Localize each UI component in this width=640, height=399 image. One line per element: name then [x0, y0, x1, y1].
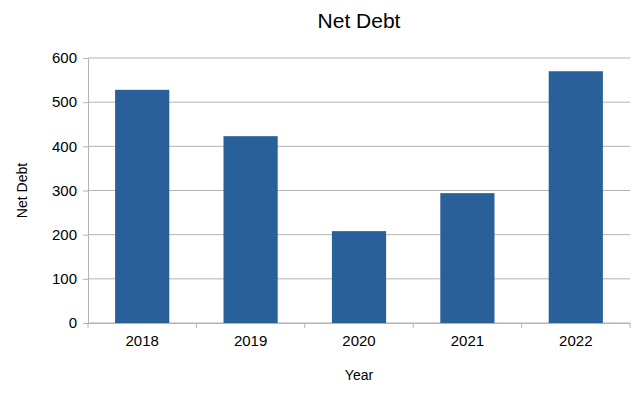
y-tick-mark — [83, 191, 88, 192]
bar — [440, 193, 494, 323]
y-tick: 100 — [52, 270, 88, 287]
x-tick: 2018 — [126, 323, 159, 349]
y-tick: 500 — [52, 93, 88, 110]
x-tick-label: 2019 — [234, 332, 267, 349]
grid-line — [88, 58, 630, 59]
y-tick-label: 600 — [52, 49, 77, 66]
y-tick-mark — [83, 146, 88, 147]
y-tick: 200 — [52, 226, 88, 243]
x-tick-label: 2022 — [559, 332, 592, 349]
bar — [549, 71, 603, 323]
x-separator — [521, 323, 522, 328]
x-axis-title: Year — [345, 367, 374, 383]
plot-area: 0 100 200 300 400 500 600 2018 2019 2020 2021 2022 — [52, 49, 631, 348]
x-tick: 2019 — [234, 323, 267, 349]
x-separators — [88, 323, 630, 328]
x-tick: 2021 — [451, 323, 484, 349]
x-separator — [630, 323, 631, 328]
x-axis-line — [89, 323, 631, 324]
y-tick: 0 — [69, 314, 88, 331]
bar — [224, 136, 278, 323]
x-tick: 2020 — [342, 323, 375, 349]
x-tick: 2022 — [559, 323, 592, 349]
x-tick-label: 2018 — [126, 332, 159, 349]
y-tick: 600 — [52, 49, 88, 66]
y-tick-label: 500 — [52, 93, 77, 110]
y-tick-label: 100 — [52, 270, 77, 287]
grid — [88, 58, 630, 323]
title: Net Debt — [318, 9, 401, 32]
bar — [115, 90, 169, 323]
y-tick-mark — [83, 235, 88, 236]
y-axis-title: Net Debt — [14, 163, 30, 218]
x-tick-label: 2020 — [342, 332, 375, 349]
y-tick-mark — [83, 102, 88, 103]
y-tick: 400 — [52, 138, 88, 155]
x-tick-label: 2021 — [451, 332, 484, 349]
x-separator — [88, 323, 89, 328]
x-separator — [196, 323, 197, 328]
y-tick-label: 0 — [69, 314, 77, 331]
chart: 0 100 200 300 400 500 600 2018 2019 2020 2021 2022 N… — [0, 0, 640, 399]
bar — [332, 231, 386, 323]
x-separator — [304, 323, 305, 328]
y-axis: 0 100 200 300 400 500 600 — [52, 49, 89, 331]
x-axis: 2018 2019 2020 2021 2022 — [88, 323, 631, 349]
y-tick-label: 300 — [52, 182, 77, 199]
y-tick-mark — [83, 279, 88, 280]
y-tick-label: 200 — [52, 226, 77, 243]
bars — [115, 71, 603, 323]
y-tick-mark — [83, 58, 88, 59]
x-separator — [413, 323, 414, 328]
y-tick-mark — [83, 323, 88, 324]
y-tick-label: 400 — [52, 138, 77, 155]
y-tick: 300 — [52, 182, 88, 199]
y-axis-line — [88, 59, 89, 324]
